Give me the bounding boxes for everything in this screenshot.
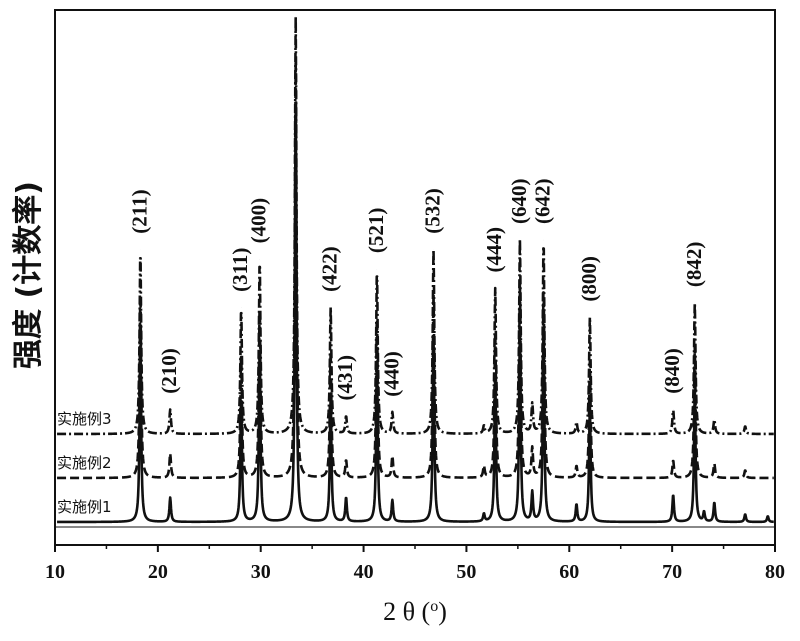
series-line bbox=[56, 15, 775, 436]
series-line bbox=[56, 59, 775, 480]
peak-annotation: (521) bbox=[364, 208, 388, 254]
series-label: 实施例1 bbox=[57, 498, 112, 516]
peak-annotation: (400) bbox=[247, 198, 271, 244]
x-tick-label: 30 bbox=[251, 561, 271, 583]
peak-annotation: (431) bbox=[333, 355, 357, 401]
peak-annotation: (440) bbox=[379, 351, 403, 397]
peak-annotation: (420) bbox=[283, 0, 307, 1]
peak-annotation: (532) bbox=[421, 188, 445, 234]
plot-frame bbox=[54, 9, 776, 546]
series-line bbox=[56, 103, 775, 524]
peak-annotation: (640) bbox=[507, 179, 531, 225]
peak-annotation: (422) bbox=[318, 246, 342, 292]
peak-annotation: (444) bbox=[482, 227, 506, 273]
peak-annotation: (840) bbox=[660, 348, 684, 394]
x-tick-label: 40 bbox=[354, 561, 374, 583]
x-tick-label: 50 bbox=[456, 561, 476, 583]
series-3: 实施例3 bbox=[56, 15, 775, 436]
peak-annotation: (842) bbox=[682, 242, 706, 288]
series-2: 实施例2 bbox=[56, 59, 775, 480]
series-label: 实施例3 bbox=[57, 410, 112, 428]
x-axis: 10 20 30 40 50 60 70 80 bbox=[45, 545, 785, 583]
x-tick-label: 60 bbox=[559, 561, 579, 583]
peak-annotation: (210) bbox=[157, 348, 181, 394]
x-axis-title: 2 θ (o) bbox=[383, 597, 447, 626]
annotations: (211) (210) (311) (400) (420) (422) (431) (521)… bbox=[127, 0, 705, 401]
peak-annotation: (642) bbox=[531, 179, 555, 225]
series-1: 实施例1 bbox=[56, 103, 775, 524]
x-tick-label: 20 bbox=[148, 561, 168, 583]
peak-annotation: (311) bbox=[228, 248, 252, 292]
series-label: 实施例2 bbox=[57, 454, 112, 472]
x-tick-label: 80 bbox=[765, 561, 785, 583]
y-axis-title: 强度 (计数率) bbox=[11, 181, 46, 369]
x-tick-label: 10 bbox=[45, 561, 65, 583]
peak-annotation: (800) bbox=[577, 256, 601, 302]
peak-annotation: (211) bbox=[127, 189, 151, 233]
x-tick-label: 70 bbox=[662, 561, 682, 583]
